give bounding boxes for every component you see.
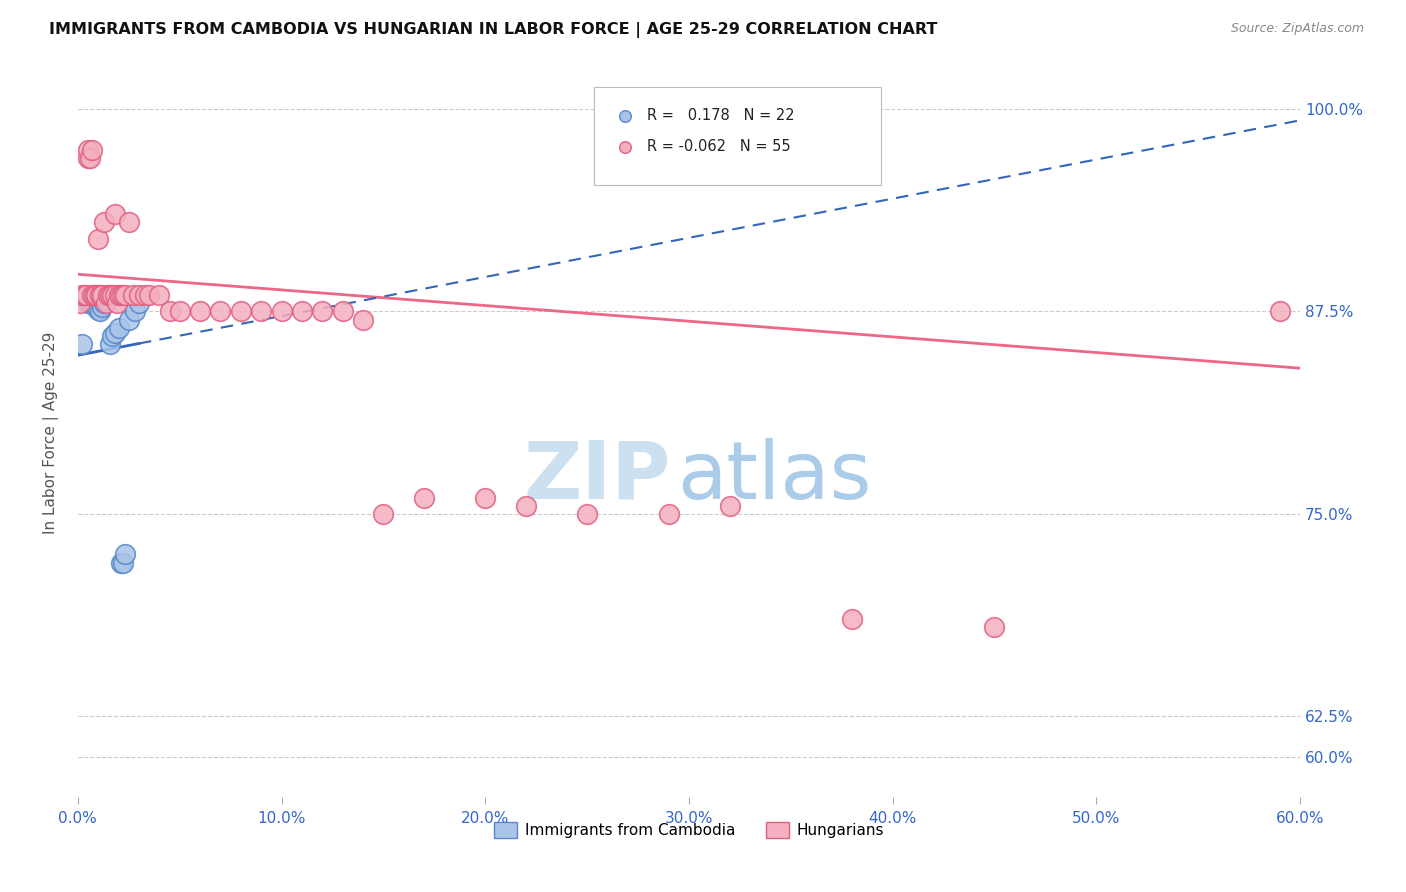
Point <box>373 507 395 521</box>
Point <box>515 499 537 513</box>
Point <box>84 288 107 302</box>
Point <box>118 312 141 326</box>
Point <box>96 296 118 310</box>
Point <box>128 296 150 310</box>
Text: ZIP: ZIP <box>523 438 671 516</box>
Point <box>983 620 1005 634</box>
Point <box>188 304 211 318</box>
Point <box>79 296 101 310</box>
Point <box>96 293 118 307</box>
Point <box>77 296 100 310</box>
Point <box>110 288 132 302</box>
Point <box>332 304 354 318</box>
Point <box>1268 304 1291 318</box>
Point <box>70 288 93 302</box>
Point <box>103 207 125 221</box>
Point <box>87 302 110 317</box>
Point <box>169 304 191 318</box>
Point <box>229 304 252 318</box>
Point <box>83 296 105 310</box>
Point <box>91 288 114 302</box>
Point <box>291 304 314 318</box>
Point <box>70 337 93 351</box>
Point <box>118 215 141 229</box>
Point <box>658 507 681 521</box>
Point <box>107 320 129 334</box>
Point <box>209 304 232 318</box>
Point <box>73 288 96 302</box>
Point <box>75 288 97 302</box>
Point <box>89 288 111 302</box>
Point <box>311 304 333 318</box>
Point <box>84 288 107 302</box>
Point <box>103 288 125 302</box>
Point <box>91 300 114 314</box>
Text: atlas: atlas <box>676 438 872 516</box>
Point <box>101 328 124 343</box>
Text: IMMIGRANTS FROM CAMBODIA VS HUNGARIAN IN LABOR FORCE | AGE 25-29 CORRELATION CHA: IMMIGRANTS FROM CAMBODIA VS HUNGARIAN IN… <box>49 22 938 38</box>
Point <box>576 507 599 521</box>
Point <box>82 296 104 310</box>
Point <box>270 304 292 318</box>
Point <box>979 207 1001 221</box>
Point <box>97 288 120 302</box>
Point <box>101 288 124 302</box>
Point <box>111 556 134 570</box>
Y-axis label: In Labor Force | Age 25-29: In Labor Force | Age 25-29 <box>44 332 59 534</box>
Point <box>93 296 115 310</box>
Point <box>77 143 100 157</box>
Point <box>87 231 110 245</box>
Point <box>138 288 160 302</box>
FancyBboxPatch shape <box>593 87 880 186</box>
Point <box>124 304 146 318</box>
Point <box>89 288 111 302</box>
Point <box>250 304 273 318</box>
Point <box>114 548 136 562</box>
Point <box>474 491 496 505</box>
Point <box>128 288 150 302</box>
Point <box>69 296 91 310</box>
Point <box>79 151 101 165</box>
Point <box>121 288 143 302</box>
Point <box>103 326 125 340</box>
Point <box>105 296 128 310</box>
Point <box>111 288 134 302</box>
Point <box>134 288 156 302</box>
Point <box>83 288 105 302</box>
Point <box>100 288 122 302</box>
Point <box>413 491 436 505</box>
Text: R =   0.178   N = 22: R = 0.178 N = 22 <box>647 109 794 123</box>
Point <box>97 288 120 302</box>
Point <box>352 312 374 326</box>
Point <box>84 300 107 314</box>
Text: Source: ZipAtlas.com: Source: ZipAtlas.com <box>1230 22 1364 36</box>
Point <box>82 143 104 157</box>
Point <box>93 215 115 229</box>
Point <box>148 288 170 302</box>
Point <box>107 288 129 302</box>
Point <box>718 499 741 513</box>
Point <box>82 288 104 302</box>
Point <box>114 288 136 302</box>
Point <box>77 151 100 165</box>
Point <box>979 276 1001 290</box>
Point <box>100 337 122 351</box>
Point <box>841 612 863 626</box>
Point <box>110 556 132 570</box>
Legend: Immigrants from Cambodia, Hungarians: Immigrants from Cambodia, Hungarians <box>488 816 890 845</box>
Point <box>89 304 111 318</box>
Point <box>159 304 181 318</box>
Text: R = -0.062   N = 55: R = -0.062 N = 55 <box>647 139 792 154</box>
